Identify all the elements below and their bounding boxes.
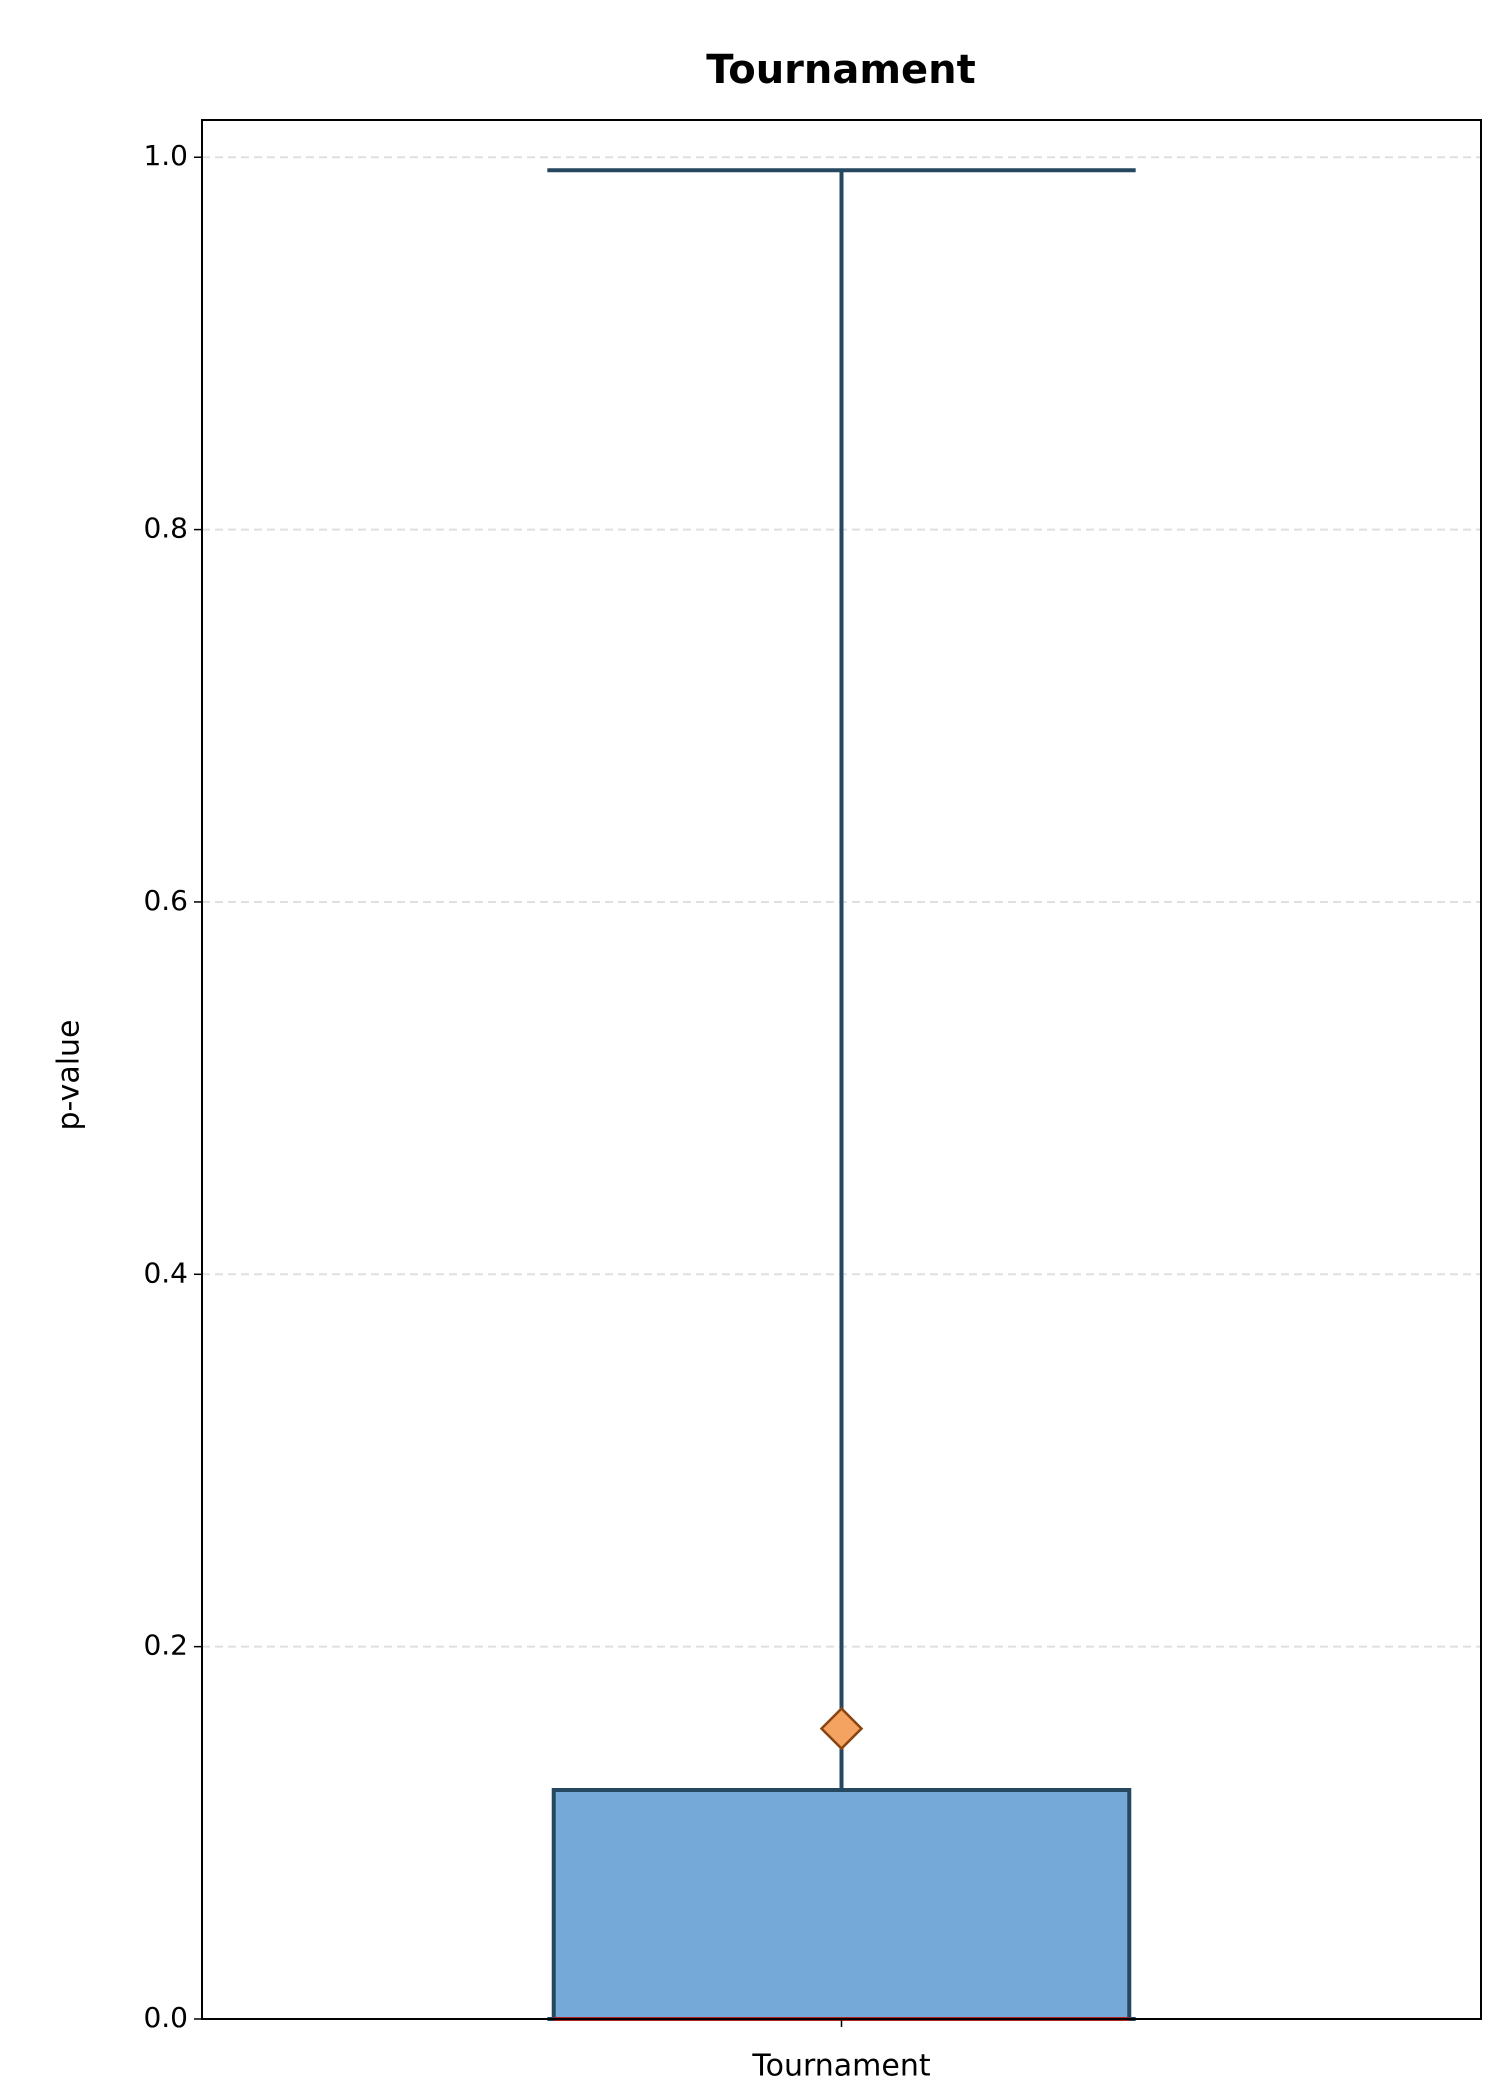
- y-tick-label: 0.8: [143, 512, 188, 545]
- y-tick-label: 0.4: [143, 1256, 188, 1289]
- y-tick-label: 0.0: [143, 2001, 188, 2034]
- x-tick-label: Tournament: [751, 2049, 930, 2084]
- box: [551, 1788, 1132, 2021]
- chart-title: Tournament: [706, 47, 976, 93]
- mean-marker: [819, 1706, 864, 1751]
- plot-frame: [201, 119, 1482, 2020]
- y-axis-label: p-value: [52, 1019, 87, 1130]
- y-tick-label: 1.0: [143, 139, 188, 172]
- y-tick-label: 0.2: [143, 1629, 188, 1662]
- y-tick-label: 0.6: [143, 884, 188, 917]
